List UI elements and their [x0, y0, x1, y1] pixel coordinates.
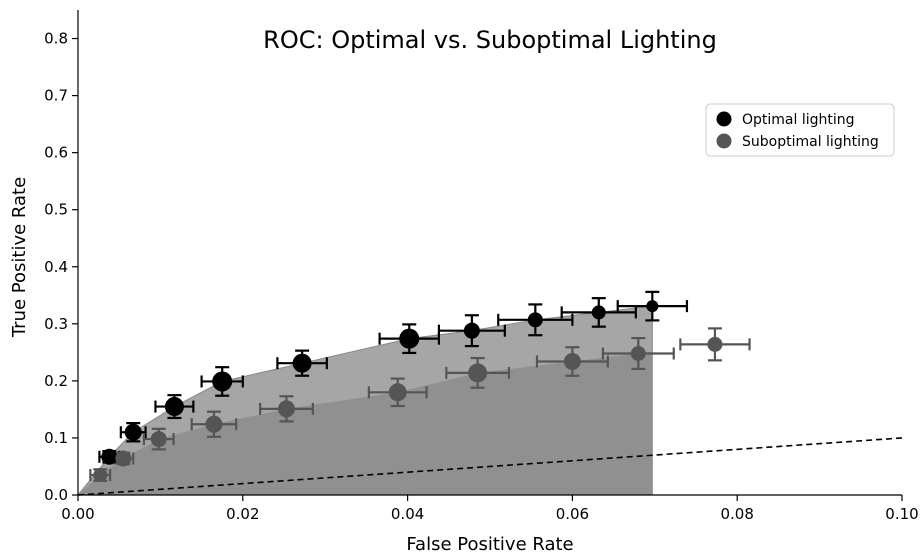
point-optimal-2: [164, 397, 184, 417]
point-optimal-4: [292, 353, 312, 373]
auc-fills: [76, 305, 653, 496]
point-suboptimal-2: [150, 431, 167, 448]
y-tick-label-4: 0.4: [44, 258, 68, 276]
x-tick-label-0: 0.00: [61, 505, 94, 523]
y-tick-label-6: 0.6: [44, 144, 68, 162]
y-axis-label: True Positive Rate: [9, 177, 30, 338]
point-suboptimal-7: [563, 352, 581, 370]
y-tick-label-8: 0.8: [44, 30, 68, 48]
point-optimal-7: [527, 312, 543, 328]
axes: 0.00 0.02 0.04 0.06 0.08 0.10 0.0 0.1 0.2 0.3 0.4 0…: [44, 10, 919, 523]
x-tick-label-4: 0.08: [720, 505, 753, 523]
chance-diagonal-line: [77, 437, 903, 496]
legend-label-0: Optimal lighting: [742, 112, 855, 128]
y-tick-label-3: 0.3: [44, 315, 68, 333]
y-tick-label-0: 0.0: [44, 486, 68, 504]
x-tick-label-5: 0.10: [885, 505, 918, 523]
markers: [93, 300, 723, 483]
legend-box: [705, 103, 895, 157]
y-tick-label-5: 0.5: [44, 201, 68, 219]
legend-marker-1: [716, 133, 732, 149]
chance-line-group: [77, 437, 903, 496]
y-tick-label-2: 0.2: [44, 372, 68, 390]
point-optimal-1: [124, 423, 142, 441]
point-suboptimal-4: [277, 400, 295, 418]
legend: Optimal lighting Suboptimal lighting: [705, 103, 895, 157]
point-suboptimal-8: [630, 345, 646, 361]
point-optimal-8: [591, 305, 606, 320]
legend-marker-0: [716, 111, 732, 127]
point-suboptimal-5: [388, 383, 407, 402]
chart-title: ROC: Optimal vs. Suboptimal Lighting: [263, 26, 717, 54]
point-optimal-0: [101, 448, 118, 465]
point-optimal-3: [212, 371, 233, 392]
point-suboptimal-3: [205, 415, 223, 433]
x-tick-label-2: 0.04: [391, 505, 424, 523]
x-tick-label-3: 0.06: [556, 505, 589, 523]
x-axis-label: False Positive Rate: [406, 534, 573, 555]
point-suboptimal-0: [93, 468, 108, 483]
point-optimal-9: [646, 300, 659, 313]
x-tick-label-1: 0.02: [226, 505, 259, 523]
point-optimal-5: [399, 328, 420, 349]
legend-label-1: Suboptimal lighting: [742, 134, 879, 150]
point-suboptimal-1: [115, 450, 132, 467]
point-suboptimal-6: [468, 363, 488, 383]
y-tick-label-7: 0.7: [44, 87, 68, 105]
auc-fill-suboptimal: [78, 351, 653, 495]
point-optimal-6: [463, 322, 480, 339]
point-suboptimal-9: [707, 336, 723, 352]
y-tick-label-1: 0.1: [44, 429, 68, 447]
